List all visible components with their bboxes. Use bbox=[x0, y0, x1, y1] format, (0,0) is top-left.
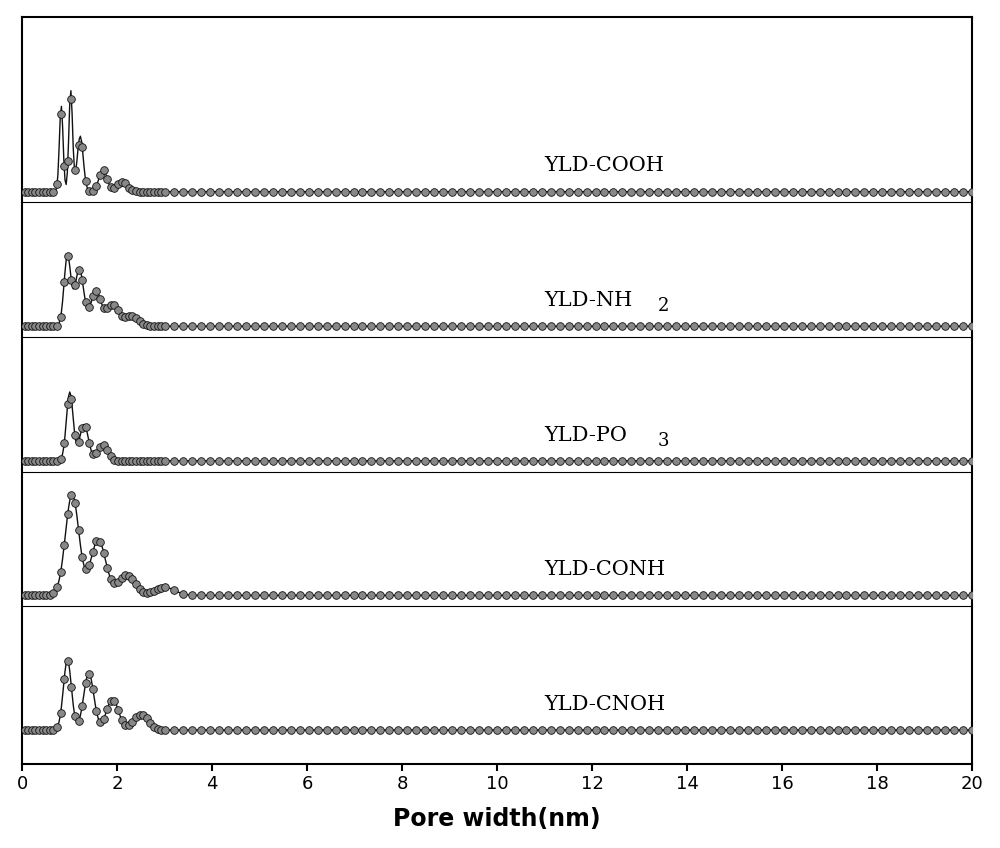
Text: YLD-CNOH: YLD-CNOH bbox=[545, 695, 666, 714]
Text: YLD-COOH: YLD-COOH bbox=[545, 157, 664, 176]
Text: YLD-NH: YLD-NH bbox=[545, 291, 633, 310]
Text: YLD-PO: YLD-PO bbox=[545, 426, 627, 444]
Text: 2: 2 bbox=[658, 298, 669, 315]
Text: YLD-CONH: YLD-CONH bbox=[545, 561, 666, 579]
Text: 3: 3 bbox=[658, 432, 669, 450]
X-axis label: Pore width(nm): Pore width(nm) bbox=[393, 807, 601, 831]
